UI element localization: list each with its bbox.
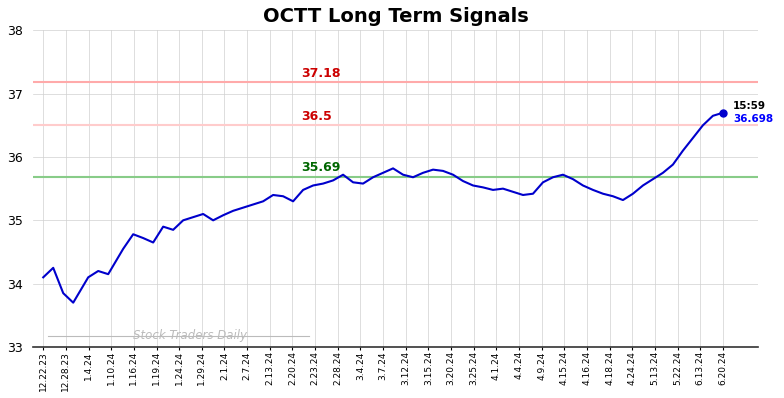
Text: 35.69: 35.69 [302, 161, 341, 174]
Text: 36.5: 36.5 [302, 110, 332, 123]
Text: Stock Traders Daily: Stock Traders Daily [133, 329, 247, 342]
Title: OCTT Long Term Signals: OCTT Long Term Signals [263, 7, 528, 26]
Text: 15:59: 15:59 [733, 101, 766, 111]
Text: 37.18: 37.18 [302, 67, 341, 80]
Text: 36.698: 36.698 [733, 114, 773, 124]
